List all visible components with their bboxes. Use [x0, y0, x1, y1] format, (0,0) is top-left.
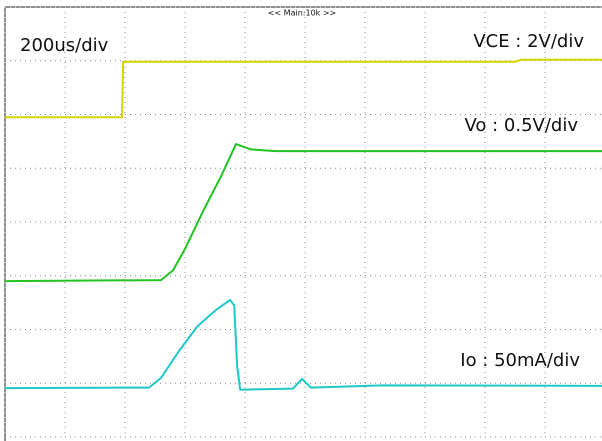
- traces: [4, 58, 602, 391]
- trace: [4, 298, 602, 391]
- vce-label: VCE : 2V/div: [473, 31, 584, 52]
- zoom-label: << Main:10k >>: [268, 9, 337, 18]
- timebase-label: 200us/div: [20, 35, 109, 56]
- grid: [4, 6, 602, 438]
- trace: [5, 58, 602, 119]
- trace: [4, 143, 602, 283]
- vo-label: Vo : 0.5V/div: [464, 115, 578, 136]
- io-label: Io : 50mA/div: [460, 350, 580, 371]
